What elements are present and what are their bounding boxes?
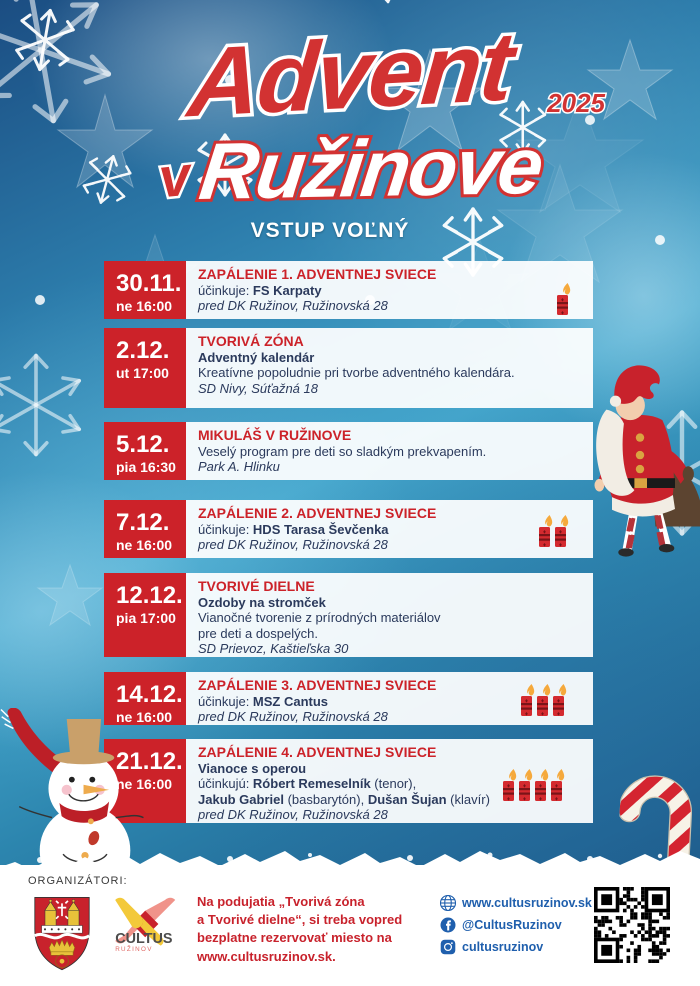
svg-text:CULTUS: CULTUS	[115, 931, 173, 947]
